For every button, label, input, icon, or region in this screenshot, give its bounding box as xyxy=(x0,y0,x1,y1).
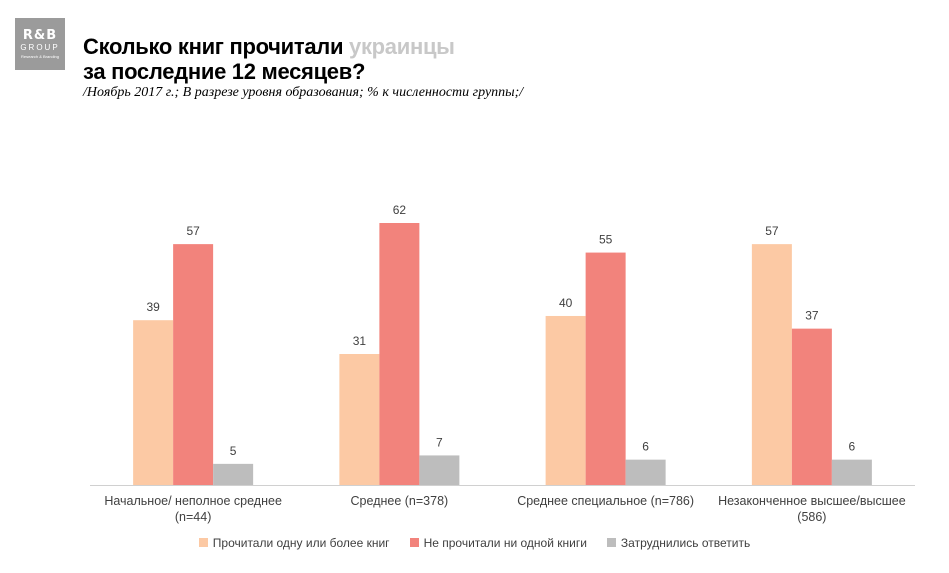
category-label-1: Начальное/ неполное среднее xyxy=(104,494,282,508)
data-label-1-1: 39 xyxy=(146,300,160,314)
data-label-3-4: 6 xyxy=(849,440,856,454)
bar-1-3 xyxy=(545,315,586,485)
data-label-2-3: 55 xyxy=(599,233,613,247)
bar-1-2 xyxy=(339,354,380,485)
data-label-1-3: 40 xyxy=(559,296,573,310)
data-label-3-1: 5 xyxy=(230,444,237,458)
company-logo: R&B GROUP Research & Branding xyxy=(15,18,65,70)
bar-1-4 xyxy=(751,244,792,485)
bar-chart: 39 57 5 Начальное/ неполное среднее (n=44) 31… xyxy=(90,203,915,524)
legend-label-3: Затруднились ответить xyxy=(620,536,751,550)
title-line2: за последние 12 месяцев? xyxy=(83,59,366,84)
legend-label-1: Прочитали одну или более книг xyxy=(212,536,390,550)
data-label-2-1: 57 xyxy=(186,224,200,238)
chart-legend: Прочитали одну или более книг Не прочитал… xyxy=(0,536,949,550)
bar-3-3 xyxy=(625,459,666,485)
category-label-3: Среднее специальное (n=786) xyxy=(517,494,694,508)
logo-text-group: GROUP xyxy=(20,43,60,52)
logo-text-tagline: Research & Branding xyxy=(20,54,60,59)
bar-2-1 xyxy=(173,244,214,485)
bar-3-2 xyxy=(419,455,460,485)
chart-subtitle: /Ноябрь 2017 г.; В разрезе уровня образо… xyxy=(83,85,524,100)
logo-text-rb: R&B xyxy=(22,28,58,43)
category-label-4: (586) xyxy=(797,510,826,524)
data-label-3-2: 7 xyxy=(436,435,443,449)
data-label-2-4: 37 xyxy=(805,309,819,323)
data-label-2-2: 62 xyxy=(393,203,407,217)
legend-swatch-2 xyxy=(409,538,419,547)
bar-1-1 xyxy=(133,320,174,485)
category-label-2: Среднее (n=378) xyxy=(351,494,449,508)
bar-3-4 xyxy=(831,459,872,485)
title-part1: Сколько книг прочитали xyxy=(83,34,350,59)
bar-2-3 xyxy=(585,252,626,485)
data-label-3-3: 6 xyxy=(642,440,649,454)
legend-label-2: Не прочитали ни одной книги xyxy=(423,536,587,550)
title-accent: украинцы xyxy=(349,34,455,59)
category-label-1: (n=44) xyxy=(175,510,211,524)
category-label-4: Незаконченное высшее/высшее xyxy=(718,494,906,508)
legend-item-2: Не прочитали ни одной книги xyxy=(409,536,587,550)
bar-2-4 xyxy=(791,328,832,485)
bar-2-2 xyxy=(379,223,420,485)
legend-item-3: Затруднились ответить xyxy=(606,536,751,550)
legend-swatch-3 xyxy=(606,538,616,547)
chart-title: Сколько книг прочитали украинцы за после… xyxy=(83,34,455,84)
legend-item-1: Прочитали одну или более книг xyxy=(198,536,390,550)
bar-3-1 xyxy=(213,463,254,485)
legend-swatch-1 xyxy=(198,538,208,547)
data-label-1-2: 31 xyxy=(353,334,367,348)
data-label-1-4: 57 xyxy=(765,224,779,238)
